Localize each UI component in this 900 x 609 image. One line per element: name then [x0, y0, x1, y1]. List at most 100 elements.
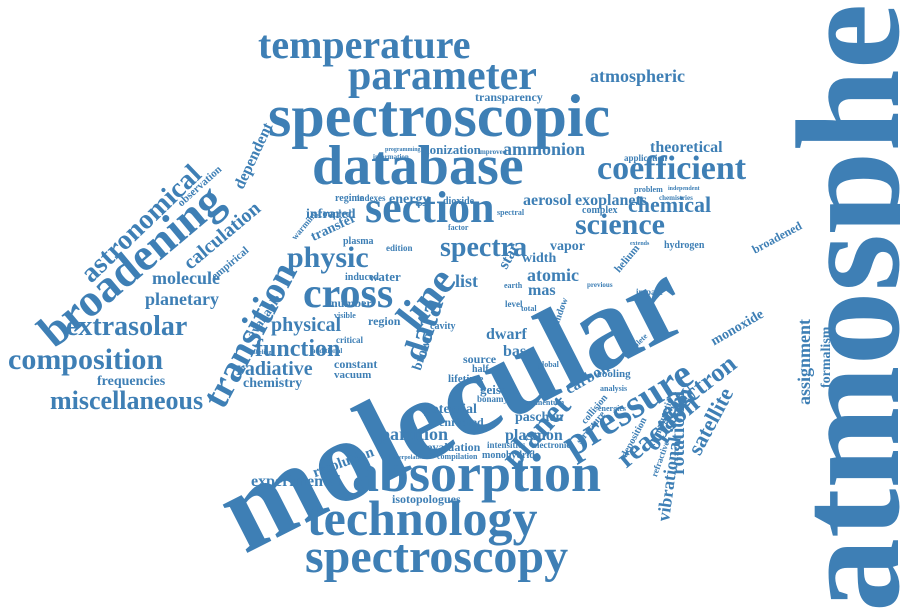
word-radiative: radiative: [236, 358, 313, 380]
word-regime: regime: [335, 193, 365, 204]
word-physic: physic: [287, 241, 369, 274]
word-cavity: cavity: [430, 321, 456, 332]
word-total: total: [521, 304, 537, 313]
word-formalism: formalism: [819, 326, 834, 388]
word-experimental: experimental: [251, 473, 341, 490]
word-transparency: transparency: [475, 90, 543, 104]
word-energies: energies: [598, 404, 626, 413]
word-dioxide: dioxide: [443, 196, 475, 207]
word-science: science: [575, 208, 665, 241]
word-spectral: spectral: [497, 208, 525, 217]
word-dwarf: dwarf: [486, 326, 527, 343]
word-atomic: atomic: [527, 265, 579, 285]
word-improved: improved: [478, 148, 507, 156]
word-cooling: cooling: [597, 368, 631, 380]
word-vacuum: vacuum: [334, 369, 372, 381]
word-induced: induced: [345, 272, 379, 283]
word-momentum: momentum: [525, 398, 565, 407]
word-base: base: [503, 343, 534, 360]
word-independent: independent: [668, 186, 700, 192]
word-plasmon: plasmon: [505, 427, 563, 444]
word-dependent: dependent: [231, 120, 277, 192]
word-spectroscopy: spectroscopy: [305, 530, 569, 583]
word-bonamy: bonamy: [477, 394, 509, 404]
word-edition: edition: [386, 243, 413, 253]
word-visible: visible: [334, 311, 356, 320]
word-complex: complex: [582, 205, 618, 216]
word-database: database: [312, 135, 524, 197]
word-list: list: [455, 271, 479, 291]
word-atmosphere: atmosphere: [767, 0, 900, 609]
word-additional: additional: [312, 347, 343, 355]
word-chemistry: chemistry: [243, 376, 303, 391]
word-chemistries: chemistries: [659, 194, 693, 202]
word-function: function: [255, 336, 341, 362]
word-coefficient: coefficient: [597, 150, 747, 187]
word-spectra: spectra: [440, 232, 528, 263]
word-geison: geison: [480, 382, 515, 397]
word-miscellaneous: miscellaneous: [50, 386, 204, 415]
word-extrasolar: extrasolar: [66, 311, 188, 342]
word-ammonion: ammonion: [503, 139, 586, 159]
word-mas: mas: [528, 282, 556, 299]
word-paschen: paschen: [515, 410, 564, 425]
word-water: water: [369, 269, 401, 284]
word-section: section: [365, 183, 495, 232]
word-constant: constant: [334, 357, 378, 371]
word-frequencies: frequencies: [97, 374, 166, 389]
word-global: global: [538, 360, 559, 369]
word-number: number: [331, 296, 372, 310]
word-information: information: [373, 153, 409, 161]
word-monohydride: monohydride: [482, 450, 540, 461]
word-lifetime: lifetime: [448, 373, 484, 385]
word-temperature: temperature: [258, 22, 471, 67]
word-width: width: [522, 251, 557, 266]
word-level: level: [505, 299, 523, 309]
word-exoplanets: exoplanets: [575, 192, 647, 209]
word-extends: extends: [630, 241, 650, 247]
word-assignment: assignment: [794, 318, 814, 405]
word-factor: factor: [448, 223, 469, 232]
word-planetary: planetary: [145, 289, 219, 309]
word-energy: energy: [389, 192, 430, 207]
word-theoretical: theoretical: [650, 139, 723, 156]
word-atmospheric: atmospheric: [590, 66, 685, 86]
word-physical: physical: [271, 314, 342, 336]
word-composition: composition: [8, 343, 164, 376]
word-spectroscopic: spectroscopic: [268, 83, 611, 149]
word-application: application: [624, 153, 668, 163]
word-absorption: absorption: [352, 443, 602, 503]
word-analysis: analysis: [600, 384, 628, 393]
word-molecule: molecule: [152, 268, 220, 288]
word-vapor: vapor: [550, 239, 585, 254]
word-potential: potential: [424, 402, 477, 417]
word-plasma: plasma: [343, 236, 374, 247]
word-chemical: chemical: [628, 192, 712, 217]
word-critical: critical: [336, 335, 363, 345]
word-hydrogen: hydrogen: [664, 240, 705, 251]
word-half: half: [472, 364, 489, 375]
word-earth: earth: [504, 281, 523, 290]
word-electronic: electronic: [533, 440, 571, 450]
word-compilation: compilation: [437, 452, 478, 461]
word-indexes: indexes: [357, 193, 386, 203]
word-coupled: coupled: [318, 209, 352, 220]
word-programming: programming: [385, 147, 421, 153]
word-partition: partition: [380, 424, 449, 444]
word-enriched: enriched: [439, 415, 484, 429]
word-intensities: intensities: [487, 440, 526, 450]
word-monoxide: monoxide: [708, 306, 767, 350]
word-infrared: infrared: [306, 207, 356, 222]
word-technology: technology: [307, 490, 538, 546]
word-impact: impact: [636, 287, 663, 297]
word-isotopologues: isotopologues: [392, 492, 461, 506]
word-labeling: labeling: [251, 350, 272, 356]
word-source: source: [463, 352, 497, 366]
word-problem: problem: [634, 185, 663, 194]
word-parameter: parameter: [348, 53, 537, 99]
word-evaluation: evaluation: [427, 440, 481, 454]
word-cross: cross: [303, 271, 394, 317]
word-region: region: [368, 314, 401, 328]
word-aerosol: aerosol: [523, 192, 572, 209]
